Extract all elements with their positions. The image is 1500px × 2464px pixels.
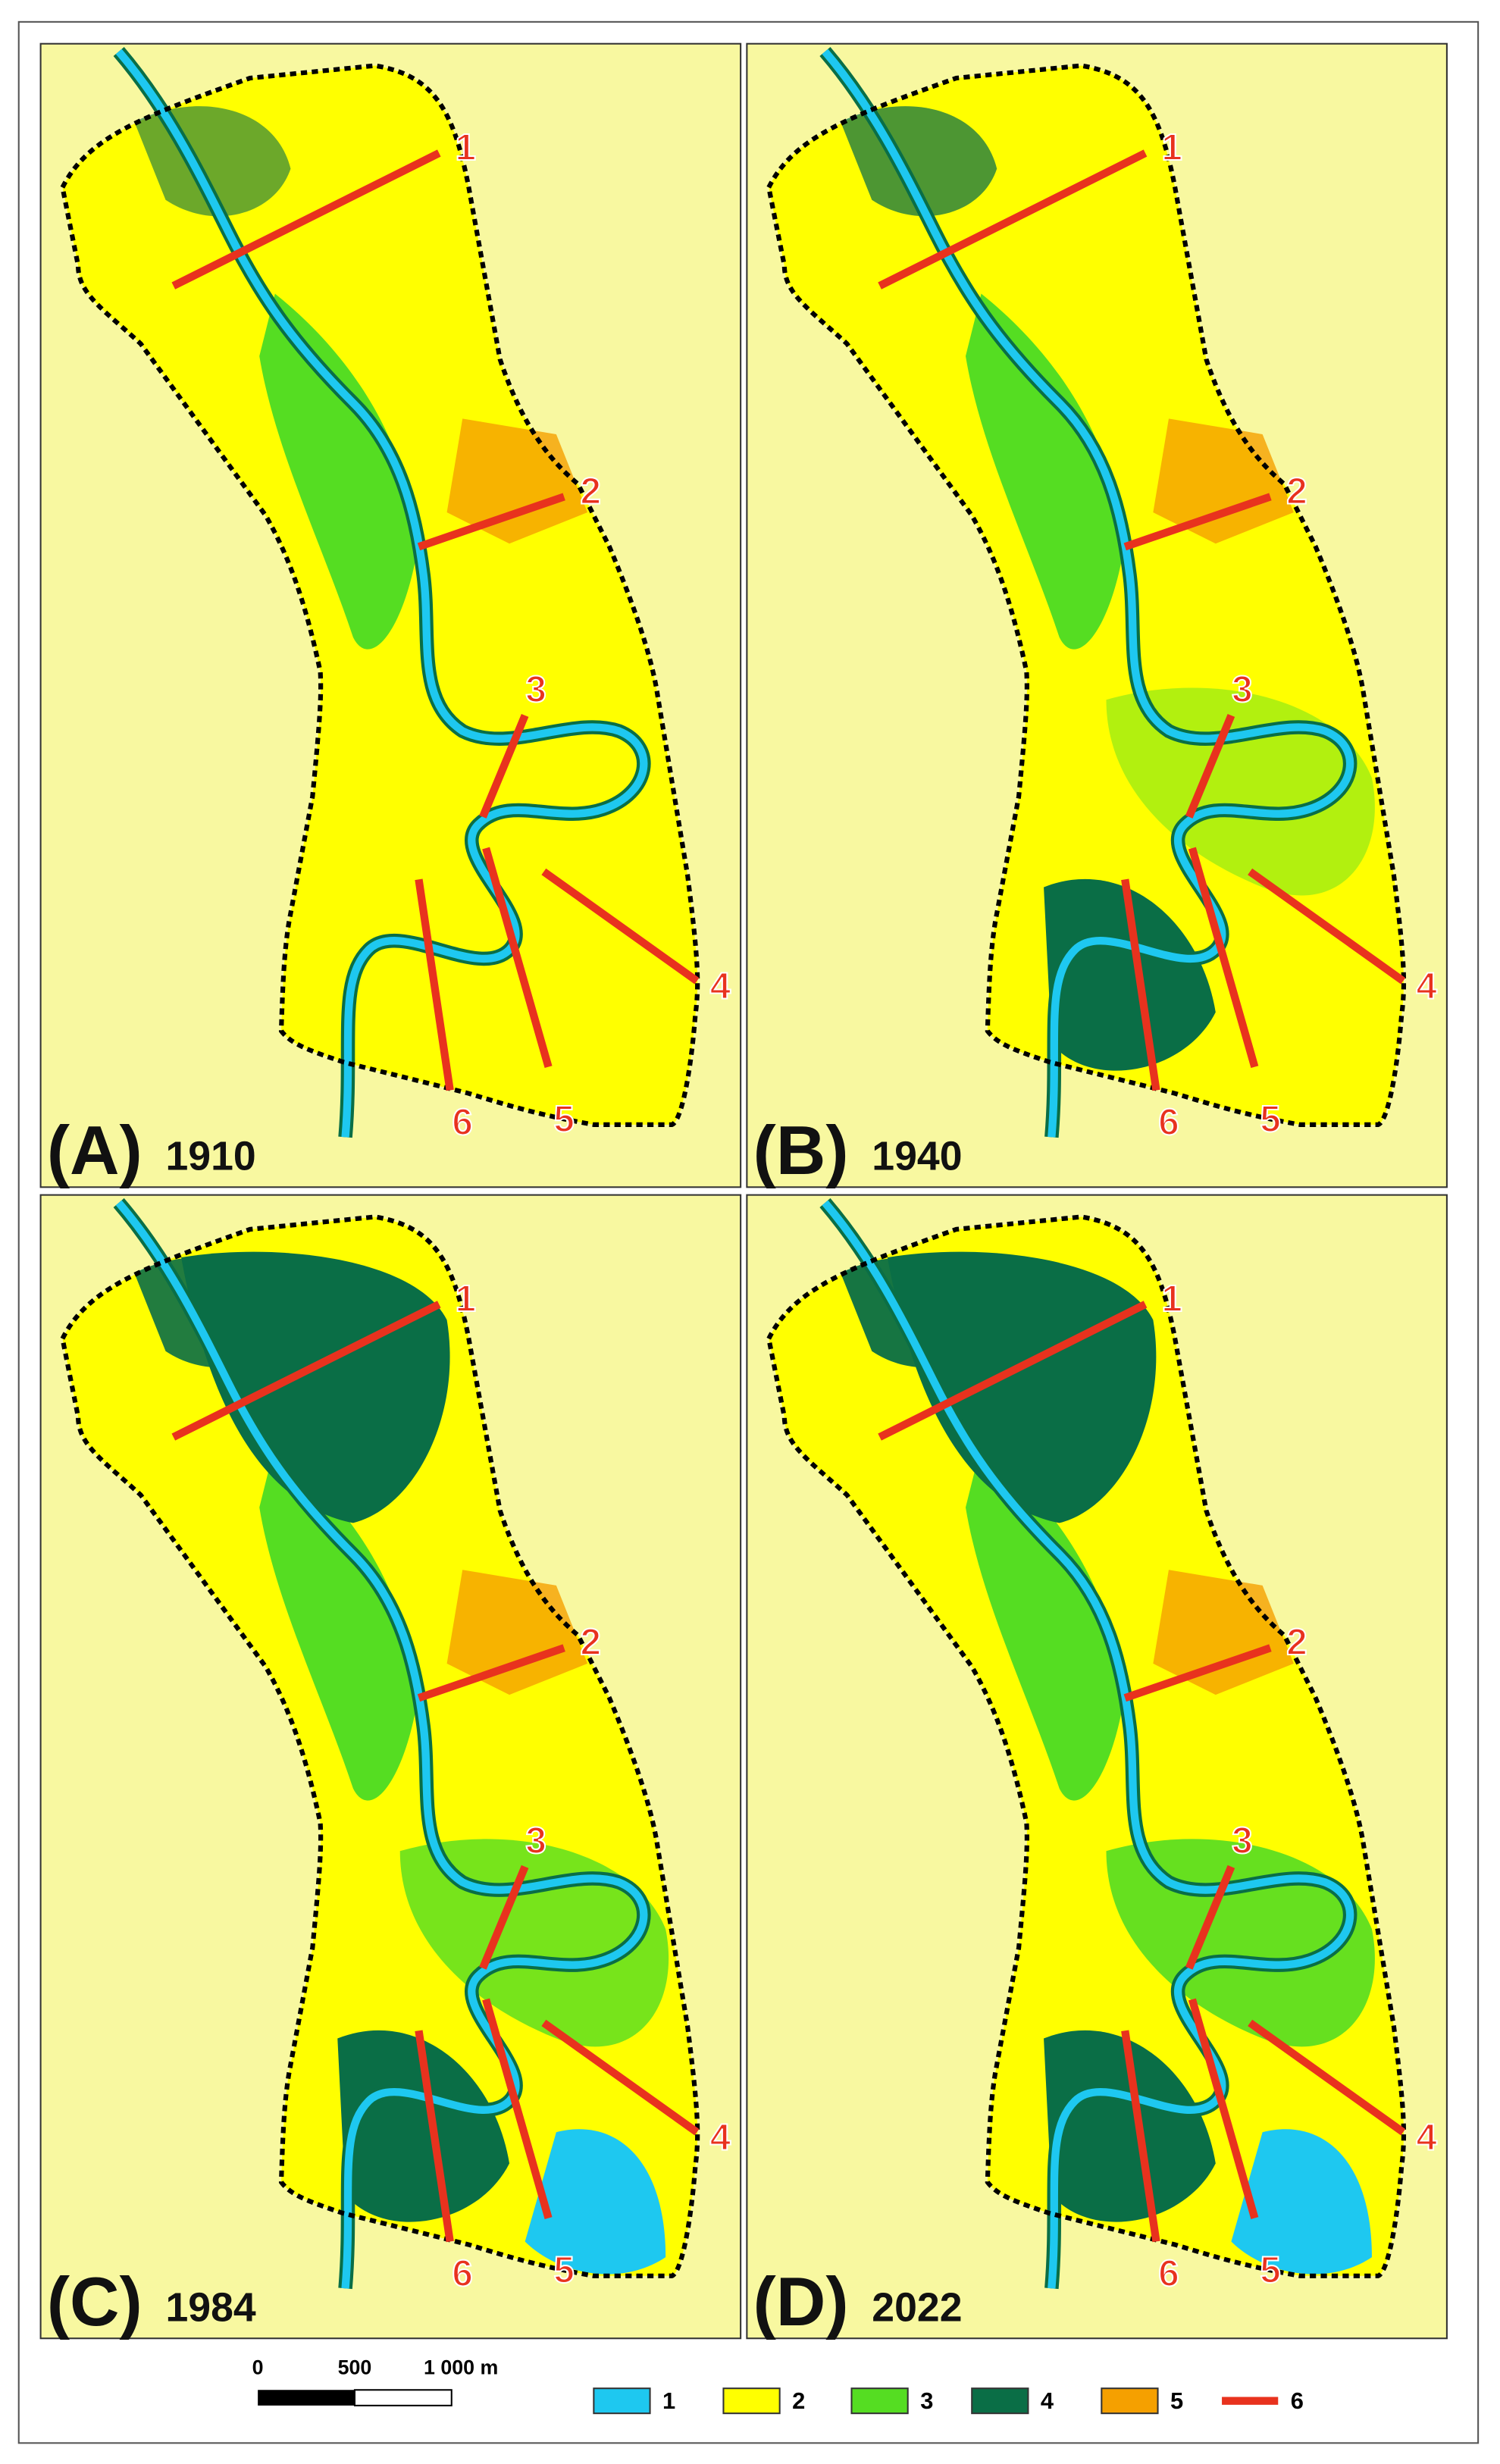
transect-label: 5 (553, 2250, 575, 2291)
legend-label: 2 (792, 2387, 805, 2414)
transect-label: 3 (525, 1820, 546, 1861)
transect (1188, 1998, 1259, 2219)
panel-label: (B) (753, 1113, 849, 1189)
patch-dark (1044, 2030, 1216, 2222)
legend-swatch (1101, 2387, 1159, 2415)
transect-label: 1 (456, 1278, 477, 1320)
transect (482, 1998, 553, 2219)
transect (1248, 868, 1406, 985)
settlement (446, 1570, 588, 1695)
map-panel: 1 2 3 4 5 6 (D) 2022 (746, 1194, 1448, 2340)
transect-label: 2 (580, 1621, 601, 1663)
transect (1248, 2019, 1406, 2136)
legend-label: 1 (662, 2387, 675, 2414)
patch-green (965, 1445, 1123, 1801)
legend-swatch (971, 2387, 1029, 2415)
transect-label: 2 (1286, 470, 1307, 512)
panel-year: 1910 (166, 1133, 256, 1179)
transect (1185, 713, 1235, 819)
patch-green (965, 293, 1123, 650)
transect (415, 2030, 454, 2243)
transect (1121, 878, 1160, 1091)
transect-label: 2 (580, 470, 601, 512)
transect (878, 149, 1148, 290)
panel-year: 2022 (872, 2284, 962, 2330)
patch-dark (337, 2030, 510, 2222)
patch-green (259, 1445, 416, 1801)
transect (878, 1301, 1148, 1441)
transect (479, 1864, 529, 1970)
transect (1123, 493, 1272, 551)
transect-label: 4 (710, 2117, 731, 2159)
transect (1121, 2030, 1160, 2243)
panel-label: (C) (47, 2264, 142, 2340)
transect-label: 3 (525, 668, 546, 710)
scale-label: 1 000 m (424, 2356, 498, 2379)
transect-label: 4 (1416, 2117, 1437, 2159)
transect-label: 6 (452, 1101, 473, 1143)
transect-label: 3 (1232, 1820, 1253, 1861)
transect (417, 1644, 565, 1702)
transect (541, 2019, 700, 2136)
panel-label: (A) (47, 1113, 142, 1189)
legend-label: 6 (1291, 2387, 1304, 2414)
legend-label: 5 (1170, 2387, 1183, 2414)
transect-label: 5 (1260, 1098, 1281, 1140)
map-panel: 1 2 3 4 5 6 (A) 1910 (39, 42, 742, 1189)
transect-label: 3 (1232, 668, 1253, 710)
transect-label: 6 (1158, 1101, 1179, 1143)
transect (1188, 847, 1259, 1069)
transect-label: 1 (1161, 127, 1182, 168)
patch-dark (1044, 878, 1216, 1071)
transect (1185, 1864, 1235, 1970)
patch-green (259, 293, 416, 650)
transect (482, 847, 553, 1069)
legend-swatch (850, 2387, 909, 2415)
scale-bar-black (258, 2390, 355, 2406)
river (822, 1200, 1354, 2289)
patch-dark (181, 1251, 450, 1523)
patch-lake (525, 2129, 666, 2275)
transect (171, 149, 441, 290)
panel-year: 1984 (166, 2284, 256, 2330)
transect-label: 4 (1416, 966, 1437, 1007)
transect-label: 2 (1286, 1621, 1307, 1663)
legend-swatch (593, 2387, 651, 2415)
map-panel: 1 2 3 4 5 6 (C) 1984 (39, 1194, 742, 2340)
transect-label: 1 (456, 127, 477, 168)
river (115, 1200, 648, 2289)
legend-label: 4 (1041, 2387, 1054, 2414)
scale-label: 500 (338, 2356, 372, 2379)
transect (1123, 1644, 1272, 1702)
patch-dark (887, 1251, 1157, 1523)
scale-label: 0 (252, 2356, 264, 2379)
legend-swatch (722, 2387, 781, 2415)
transect (415, 878, 454, 1091)
river (822, 49, 1354, 1138)
transect-label: 6 (1158, 2253, 1179, 2294)
map-panel: 1 2 3 4 5 6 (B) 1940 (746, 42, 1448, 1189)
settlement (446, 418, 588, 544)
transect-label: 4 (710, 966, 731, 1007)
panel-year: 1940 (872, 1133, 962, 1179)
transect (541, 868, 700, 985)
scale-bar-white (353, 2389, 453, 2406)
transect-label: 6 (452, 2253, 473, 2294)
panel-label: (D) (753, 2264, 849, 2340)
legend-label: 3 (920, 2387, 933, 2414)
transect (479, 713, 529, 819)
transect-label: 1 (1161, 1278, 1182, 1320)
settlement (1153, 418, 1294, 544)
patch-lake (1231, 2129, 1372, 2275)
transect (417, 493, 565, 551)
settlement (1153, 1570, 1294, 1695)
transect (171, 1301, 441, 1441)
transect-label: 5 (1260, 2250, 1281, 2291)
transect-label: 5 (553, 1098, 575, 1140)
river (115, 49, 648, 1138)
